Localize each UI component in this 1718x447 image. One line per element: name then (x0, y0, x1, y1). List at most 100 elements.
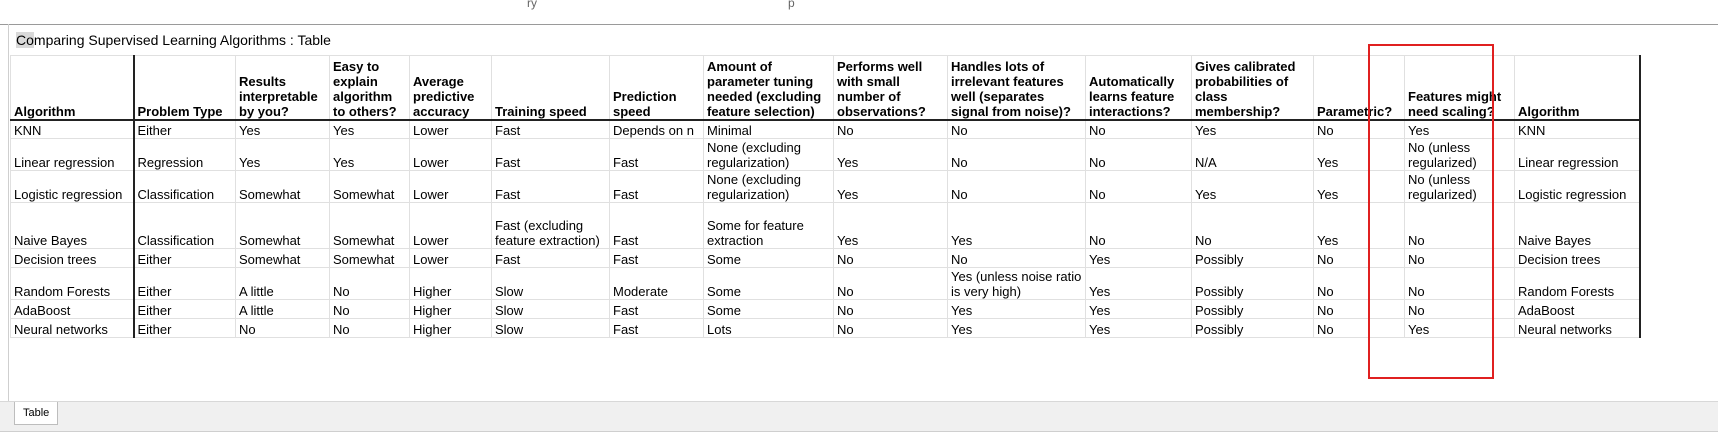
sheet-tab-table[interactable]: Table (14, 402, 59, 425)
table-cell[interactable]: Possibly (1191, 299, 1314, 319)
table-cell[interactable]: A little (235, 299, 330, 319)
table-cell[interactable]: Yes (1313, 170, 1405, 203)
table-cell[interactable]: No (947, 138, 1086, 171)
table-cell[interactable]: Fast (491, 248, 610, 268)
table-cell[interactable]: Yes (1085, 248, 1192, 268)
header-feature-interactions[interactable]: Automatically learns feature interaction… (1085, 55, 1192, 121)
table-cell[interactable]: No (1404, 299, 1515, 319)
table-cell[interactable]: Yes (833, 170, 948, 203)
table-cell[interactable]: Yes (833, 138, 948, 171)
table-cell[interactable]: Somewhat (235, 202, 330, 249)
table-cell[interactable]: Somewhat (235, 170, 330, 203)
header-parametric[interactable]: Parametric? (1313, 55, 1405, 121)
table-cell[interactable]: No (329, 267, 410, 300)
table-cell[interactable]: Fast (609, 202, 704, 249)
table-cell[interactable]: KNN (10, 119, 135, 139)
table-cell[interactable]: No (235, 318, 330, 338)
table-cell[interactable]: Random Forests (1514, 267, 1641, 300)
table-cell[interactable]: Yes (1313, 202, 1405, 249)
table-cell[interactable]: Some for feature extraction (703, 202, 834, 249)
table-cell[interactable]: Some (703, 267, 834, 300)
table-cell[interactable]: Yes (unless noise ratio is very high) (947, 267, 1086, 300)
table-cell[interactable]: No (1313, 318, 1405, 338)
table-cell[interactable]: No (1085, 202, 1192, 249)
table-cell[interactable]: Yes (329, 119, 410, 139)
table-cell[interactable]: Minimal (703, 119, 834, 139)
table-cell[interactable]: Fast (491, 119, 610, 139)
table-cell[interactable]: None (excluding regularization) (703, 170, 834, 203)
table-cell[interactable]: No (1085, 170, 1192, 203)
table-cell[interactable]: Lower (409, 248, 492, 268)
table-cell[interactable]: Fast (609, 138, 704, 171)
table-cell[interactable]: Yes (1404, 119, 1515, 139)
table-cell[interactable]: Lower (409, 170, 492, 203)
table-cell[interactable]: No (947, 170, 1086, 203)
header-small-observations[interactable]: Performs well with small number of obser… (833, 55, 948, 121)
table-cell[interactable]: Either (133, 299, 236, 319)
table-cell[interactable]: Somewhat (329, 170, 410, 203)
table-cell[interactable]: Fast (609, 248, 704, 268)
table-cell[interactable]: Yes (1404, 318, 1515, 338)
table-cell[interactable]: Yes (1085, 318, 1192, 338)
table-cell[interactable]: No (1313, 119, 1405, 139)
table-cell[interactable]: Either (133, 318, 236, 338)
header-interpretable[interactable]: Results interpretable by you? (235, 55, 330, 121)
table-cell[interactable]: Neural networks (10, 318, 135, 338)
table-cell[interactable]: No (833, 119, 948, 139)
table-cell[interactable]: Logistic regression (10, 170, 135, 203)
table-cell[interactable]: Fast (491, 138, 610, 171)
table-cell[interactable]: Yes (235, 138, 330, 171)
table-cell[interactable]: Moderate (609, 267, 704, 300)
header-training-speed[interactable]: Training speed (491, 55, 610, 121)
table-cell[interactable]: None (excluding regularization) (703, 138, 834, 171)
header-feature-scaling[interactable]: Features might need scaling? (1404, 55, 1515, 121)
table-cell[interactable]: Fast (609, 318, 704, 338)
table-cell[interactable]: No (unless regularized) (1404, 138, 1515, 171)
table-cell[interactable]: Slow (491, 267, 610, 300)
table-cell[interactable]: No (947, 119, 1086, 139)
table-cell[interactable]: Higher (409, 318, 492, 338)
table-cell[interactable]: Slow (491, 318, 610, 338)
table-cell[interactable]: No (329, 318, 410, 338)
table-cell[interactable]: N/A (1191, 138, 1314, 171)
table-cell[interactable]: No (1313, 299, 1405, 319)
header-problem-type[interactable]: Problem Type (133, 55, 236, 121)
header-algorithm-repeat[interactable]: Algorithm (1514, 55, 1641, 121)
table-cell[interactable]: Lower (409, 138, 492, 171)
table-cell[interactable]: No (1313, 248, 1405, 268)
table-cell[interactable]: Yes (1191, 170, 1314, 203)
table-cell[interactable]: No (947, 248, 1086, 268)
table-cell[interactable]: Somewhat (329, 202, 410, 249)
table-cell[interactable]: Fast (491, 170, 610, 203)
table-cell[interactable]: Higher (409, 267, 492, 300)
header-calibrated-probabilities[interactable]: Gives calibrated probabilities of class … (1191, 55, 1314, 121)
header-algorithm[interactable]: Algorithm (10, 55, 135, 121)
table-cell[interactable]: No (1313, 267, 1405, 300)
header-accuracy[interactable]: Average predictive accuracy (409, 55, 492, 121)
table-cell[interactable]: Higher (409, 299, 492, 319)
table-cell[interactable]: Classification (133, 202, 236, 249)
table-cell[interactable]: Lower (409, 202, 492, 249)
table-cell[interactable]: Yes (329, 138, 410, 171)
table-cell[interactable]: Fast (excluding feature extraction) (491, 202, 610, 249)
table-cell[interactable]: Neural networks (1514, 318, 1641, 338)
table-cell[interactable]: Somewhat (235, 248, 330, 268)
table-cell[interactable]: Yes (235, 119, 330, 139)
table-cell[interactable]: Some (703, 248, 834, 268)
table-cell[interactable]: Linear regression (1514, 138, 1641, 171)
table-cell[interactable]: Depends on n (609, 119, 704, 139)
table-cell[interactable]: Fast (609, 170, 704, 203)
table-cell[interactable]: AdaBoost (10, 299, 135, 319)
table-cell[interactable]: No (329, 299, 410, 319)
table-cell[interactable]: Linear regression (10, 138, 135, 171)
table-cell[interactable]: Lots (703, 318, 834, 338)
table-cell[interactable]: Possibly (1191, 267, 1314, 300)
table-cell[interactable]: Either (133, 267, 236, 300)
table-cell[interactable]: No (833, 299, 948, 319)
table-cell[interactable]: Yes (833, 202, 948, 249)
table-cell[interactable]: No (1404, 248, 1515, 268)
table-cell[interactable]: A little (235, 267, 330, 300)
table-cell[interactable]: Yes (947, 318, 1086, 338)
table-cell[interactable]: No (1404, 202, 1515, 249)
table-cell[interactable]: AdaBoost (1514, 299, 1641, 319)
